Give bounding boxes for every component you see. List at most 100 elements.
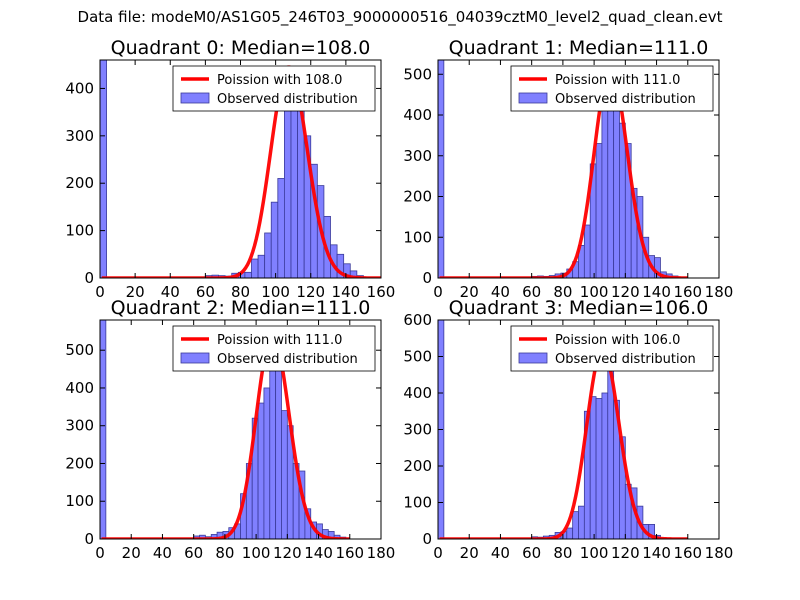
y-tick-label: 0 <box>422 269 432 287</box>
axes-frame <box>437 59 720 279</box>
y-tick-label: 100 <box>65 492 94 510</box>
y-tick-label: 200 <box>403 188 432 206</box>
legend-box <box>172 325 376 372</box>
histogram-bar <box>263 387 271 539</box>
x-tick-label: 60 <box>196 283 215 301</box>
y-tick-label: 200 <box>65 174 94 192</box>
x-tick-label: 100 <box>580 283 609 301</box>
plot-area <box>100 320 350 539</box>
y-tick-label: 400 <box>65 379 94 397</box>
quadrant-2-chart: 0 20 40 60 80 100 120 140 160 1800100200300400500… <box>65 297 395 562</box>
histogram-bar <box>438 60 445 278</box>
y-tick-label: 300 <box>403 421 432 439</box>
x-tick-label: 180 <box>705 283 734 301</box>
x-tick-label: 40 <box>161 283 180 301</box>
histogram-bar <box>578 505 585 539</box>
histogram-bar <box>257 402 265 539</box>
histogram-bar <box>100 60 107 278</box>
legend: Poission with 106.0 Observed distribution <box>510 325 714 372</box>
x-tick-label: 100 <box>242 544 271 562</box>
y-tick-label: 500 <box>403 348 432 366</box>
quadrant-3-chart: 0 20 40 60 80 100 120 140 160 1800100200300400500… <box>403 297 733 562</box>
legend: Poission with 111.0 Observed distribution <box>510 65 714 112</box>
poisson-curve <box>439 347 688 539</box>
figure-suptitle: Data file: modeM0/AS1G05_246T03_90000005… <box>77 8 723 26</box>
legend-label-bars: Observed distribution <box>555 92 696 107</box>
x-tick-label: 180 <box>705 544 734 562</box>
x-tick-label: 40 <box>153 544 172 562</box>
legend: Poission with 108.0 Observed distribution <box>172 65 376 112</box>
x-tick-label: 20 <box>460 544 479 562</box>
legend-box <box>510 65 714 112</box>
quadrant-1-chart: 0 20 40 60 80 100 120 140 160 1800100200300400500… <box>403 37 733 301</box>
legend-bar-swatch <box>518 92 548 104</box>
histogram-bar <box>613 98 620 278</box>
histogram-bar <box>290 97 298 278</box>
subplot-title: Quadrant 3: Median=106.0 <box>449 297 709 319</box>
x-tick-label: 80 <box>553 283 572 301</box>
histogram-bar <box>619 122 626 278</box>
y-tick-label: 400 <box>403 384 432 402</box>
y-tick-label: 100 <box>65 222 94 240</box>
y-tick-label: 300 <box>403 147 432 165</box>
x-tick-label: 140 <box>332 283 361 301</box>
x-tick-label: 180 <box>367 544 396 562</box>
legend-box <box>510 325 714 372</box>
histogram-bar <box>601 392 609 539</box>
histogram-bar <box>244 271 252 278</box>
x-tick-label: 20 <box>460 283 479 301</box>
legend-bar-swatch <box>518 352 548 364</box>
legend-label-curve: Poission with 111.0 <box>217 333 342 348</box>
y-tick-label: 600 <box>403 311 432 329</box>
y-tick-label: 200 <box>65 454 94 472</box>
x-tick-label: 160 <box>673 544 702 562</box>
histogram-bar <box>270 201 279 278</box>
legend-box <box>172 65 376 112</box>
x-tick-label: 40 <box>491 544 510 562</box>
x-tick-label: 20 <box>126 283 145 301</box>
y-tick-label: 400 <box>403 106 432 124</box>
histogram-bar <box>264 232 272 278</box>
x-tick-label: 60 <box>522 544 541 562</box>
x-tick-label: 120 <box>611 544 640 562</box>
histogram-bar <box>566 527 574 539</box>
legend-label-curve: Poission with 108.0 <box>217 73 342 88</box>
y-tick-label: 300 <box>65 127 94 145</box>
histogram-bar <box>277 178 285 278</box>
legend-bar-swatch <box>180 92 210 104</box>
legend-label-bars: Observed distribution <box>217 92 358 107</box>
x-tick-label: 40 <box>491 283 510 301</box>
y-tick-label: 100 <box>403 494 432 512</box>
x-tick-label: 80 <box>231 283 250 301</box>
poisson-curve <box>439 67 688 278</box>
histogram-bar <box>257 254 266 278</box>
x-tick-label: 160 <box>335 544 364 562</box>
histogram-bar <box>648 524 656 539</box>
x-tick-label: 60 <box>184 544 203 562</box>
legend-label-bars: Observed distribution <box>555 352 696 367</box>
legend-label-bars: Observed distribution <box>217 352 358 367</box>
plot-area <box>100 60 381 278</box>
histogram-bar <box>589 396 597 539</box>
legend-label-curve: Poission with 111.0 <box>555 73 680 88</box>
x-tick-label: 80 <box>215 544 234 562</box>
quadrant-0-chart: 0 20 40 60 80 100 120 140 160 0 100 200 300 400 Quadra… <box>65 37 395 301</box>
histogram-bar <box>583 224 591 278</box>
legend: Poission with 111.0 Observed distribution <box>172 325 376 372</box>
poisson-curve <box>101 333 350 539</box>
histogram-bar <box>595 143 603 278</box>
y-tick-label: 0 <box>84 530 94 548</box>
y-tick-label: 100 <box>403 228 432 246</box>
x-tick-label: 120 <box>296 283 325 301</box>
x-tick-label: 160 <box>673 283 702 301</box>
histogram-bar <box>100 320 107 539</box>
x-tick-label: 0 <box>433 544 443 562</box>
y-tick-label: 400 <box>65 79 94 97</box>
x-tick-label: 140 <box>642 544 671 562</box>
y-tick-label: 500 <box>403 65 432 83</box>
x-tick-label: 60 <box>522 283 541 301</box>
x-tick-label: 100 <box>261 283 290 301</box>
y-tick-label: 300 <box>65 417 94 435</box>
x-tick-label: 120 <box>611 283 640 301</box>
y-tick-label: 500 <box>65 341 94 359</box>
